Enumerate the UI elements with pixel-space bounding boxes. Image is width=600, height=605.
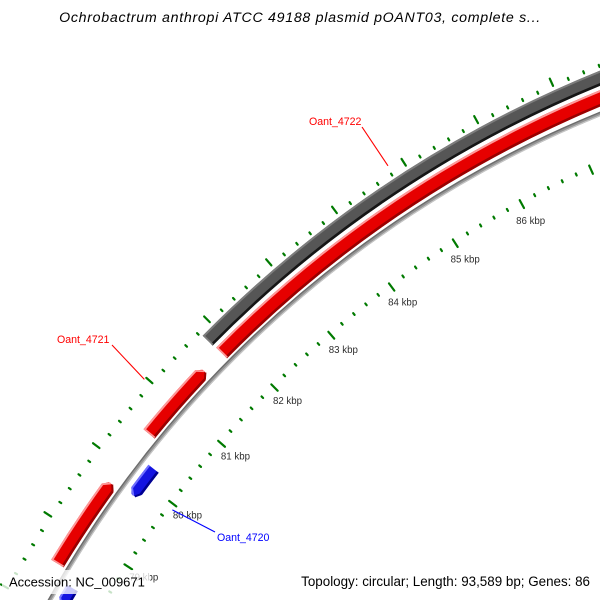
svg-text:84 kbp: 84 kbp xyxy=(388,297,417,308)
svg-text:Oant_4720: Oant_4720 xyxy=(217,532,270,544)
svg-text:Accession: NC_009671: Accession: NC_009671 xyxy=(9,575,145,590)
svg-text:85 kbp: 85 kbp xyxy=(451,254,480,265)
svg-text:86 kbp: 86 kbp xyxy=(516,216,545,227)
svg-text:81 kbp: 81 kbp xyxy=(221,451,250,462)
svg-text:Topology: circular; Length: 93: Topology: circular; Length: 93,589 bp; G… xyxy=(301,574,590,589)
svg-text:Oant_4721: Oant_4721 xyxy=(57,334,110,346)
svg-text:Oant_4722: Oant_4722 xyxy=(309,116,362,128)
svg-text:83 kbp: 83 kbp xyxy=(329,345,358,356)
svg-text:82 kbp: 82 kbp xyxy=(273,396,302,407)
svg-text:Ochrobactrum anthropi ATCC 491: Ochrobactrum anthropi ATCC 49188 plasmid… xyxy=(59,10,541,26)
